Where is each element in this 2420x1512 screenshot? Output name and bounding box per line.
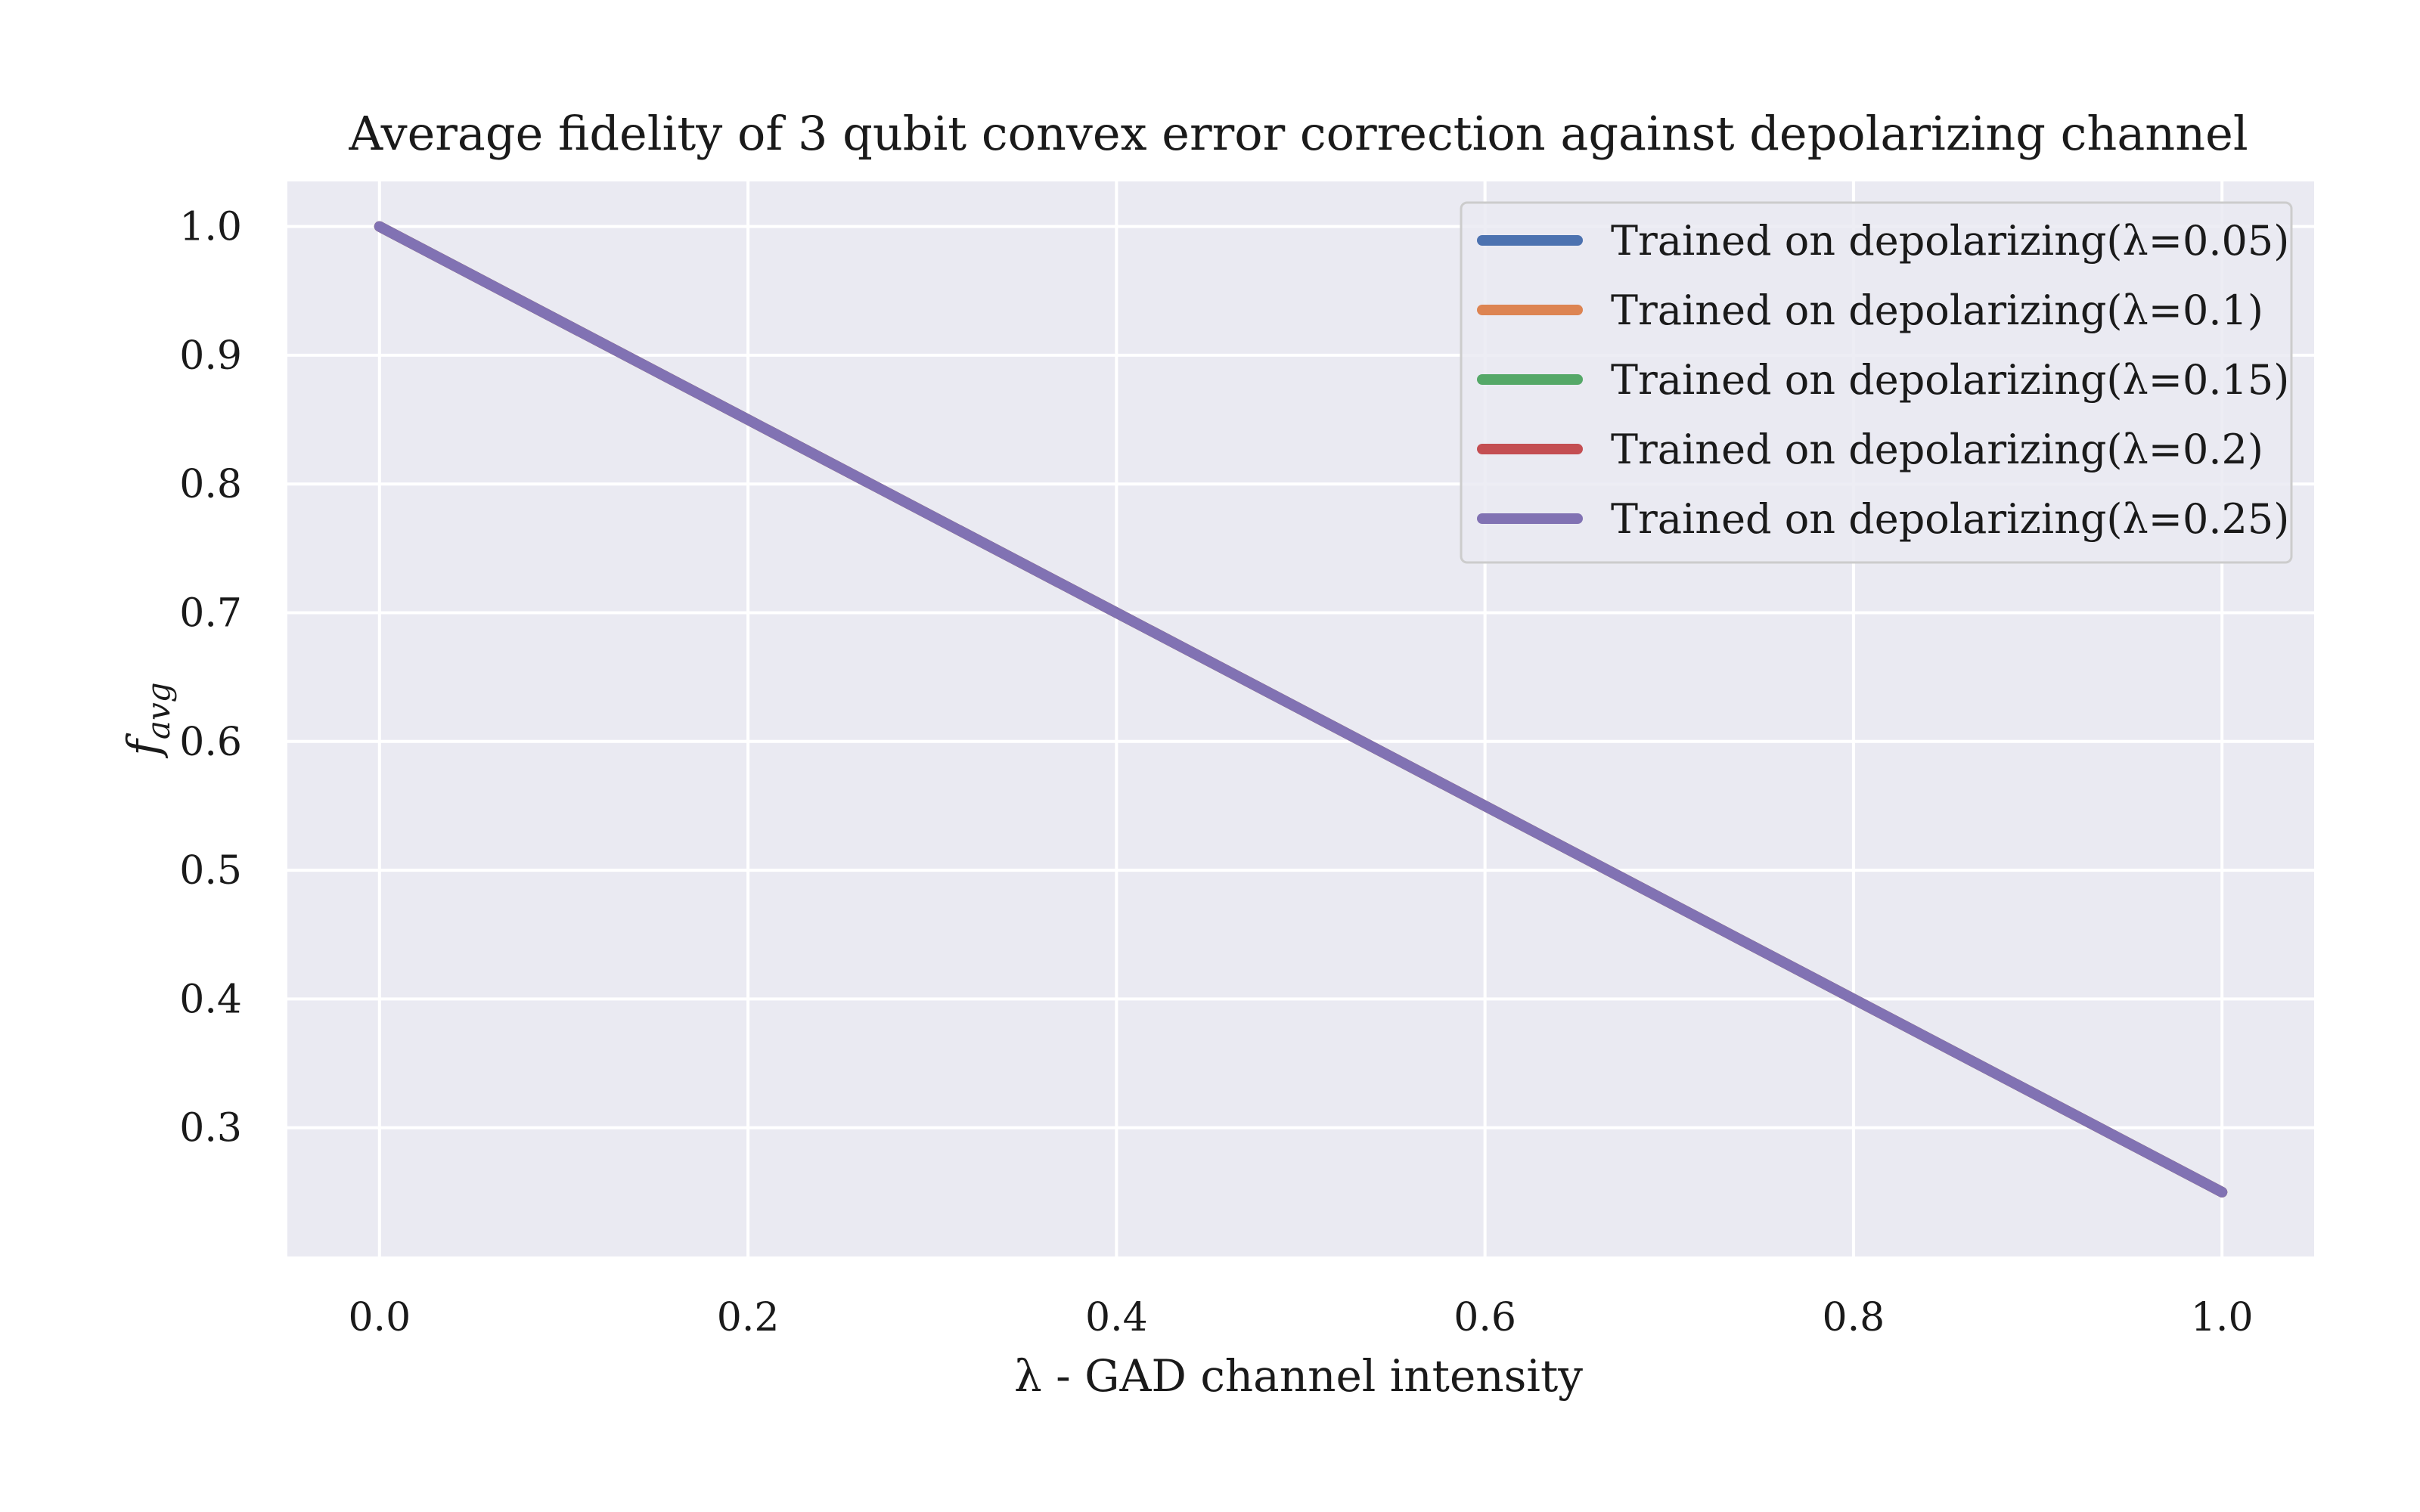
- y-tick-label: 1.0: [179, 205, 242, 250]
- x-tick-label: 0.0: [348, 1295, 411, 1340]
- y-axis-label: favg: [118, 682, 177, 758]
- legend-label: Trained on depolarizing(λ=0.15): [1611, 356, 2289, 404]
- y-tick-label: 0.3: [179, 1106, 242, 1151]
- legend-box: [1460, 201, 2293, 564]
- y-axis-ticks: 0.3 0.4 0.5 0.6 0.7 0.8 0.9 1.0: [179, 205, 242, 1151]
- series-line-5: [374, 221, 2228, 1198]
- legend-label: Trained on depolarizing(λ=0.1): [1611, 287, 2263, 334]
- x-tick-label: 0.6: [1454, 1295, 1516, 1340]
- x-tick-label: 1.0: [2191, 1295, 2254, 1340]
- legend-items: Trained on depolarizing(λ=0.05) Trained o…: [1477, 217, 2289, 543]
- legend-label: Trained on depolarizing(λ=0.05): [1611, 217, 2289, 265]
- legend-label: Trained on depolarizing(λ=0.2): [1611, 426, 2263, 473]
- y-tick-label: 0.7: [179, 591, 242, 637]
- series-lines: [374, 221, 2228, 1198]
- x-tick-label: 0.4: [1085, 1295, 1148, 1340]
- chart-title: Average fidelity of 3 qubit convex error…: [348, 106, 2248, 161]
- x-axis-label: λ - GAD channel intensity: [1014, 1350, 1583, 1402]
- y-axis-label-subscript: avg: [140, 682, 177, 739]
- y-tick-label: 0.9: [179, 333, 242, 379]
- x-tick-label: 0.2: [717, 1295, 780, 1340]
- grid-lines: [287, 181, 2314, 1256]
- y-tick-label: 0.6: [179, 720, 242, 765]
- x-axis-ticks: 0.0 0.2 0.4 0.6 0.8 1.0: [348, 1295, 2253, 1340]
- legend: Trained on depolarizing(λ=0.05) Trained o…: [1460, 201, 2293, 564]
- legend-label: Trained on depolarizing(λ=0.25): [1611, 495, 2289, 543]
- y-tick-label: 0.8: [179, 462, 242, 507]
- x-tick-label: 0.8: [1823, 1295, 1885, 1340]
- y-tick-label: 0.5: [179, 848, 242, 894]
- y-tick-label: 0.4: [179, 977, 242, 1022]
